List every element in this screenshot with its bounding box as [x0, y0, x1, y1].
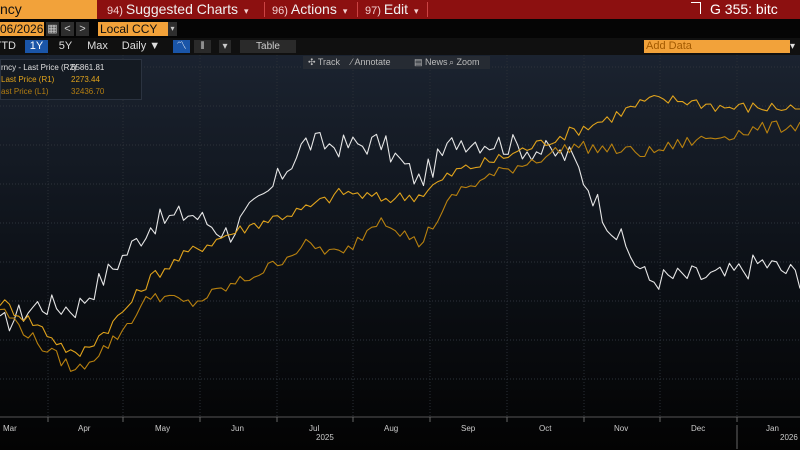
range-ytd-button[interactable]: YTD: [0, 40, 18, 53]
chevron-down-icon: ▾: [170, 24, 175, 33]
news-button[interactable]: ▤ News: [414, 56, 448, 69]
prev-period-button[interactable]: <: [61, 22, 74, 36]
series-line: [0, 132, 800, 332]
menu-divider: [264, 2, 265, 17]
x-tick-label: Oct: [539, 424, 552, 433]
zoom-button[interactable]: ⌕ Zoom: [449, 56, 480, 69]
suggested-charts-label: Suggested Charts: [125, 1, 238, 17]
track-button[interactable]: ✣ Track: [308, 56, 340, 69]
range-1y-button[interactable]: 1Y: [25, 40, 48, 53]
chart-legend[interactable]: rncy - Last Price (R2) 65861.81 Last Pri…: [0, 59, 142, 100]
table-label: Table: [256, 41, 280, 52]
chart-tools-bar: ✣ Track ⁄ Annotate ▤ News ⌕ Zoom: [303, 56, 490, 69]
frequency-select[interactable]: Daily ▼: [117, 40, 165, 53]
chevron-down-icon: ▾: [243, 6, 249, 16]
candlestick-icon: ⫴: [200, 41, 205, 52]
x-tick-label: Aug: [384, 424, 399, 433]
legend-series-name: Last Price (R1): [1, 75, 55, 84]
window-title: G 355: bitc: [690, 0, 800, 19]
annotate-label: ⁄ Annotate: [351, 57, 391, 67]
x-tick-label: Jan: [766, 424, 779, 433]
series-line: [0, 120, 800, 372]
chevron-down-icon: ▾: [414, 6, 419, 16]
legend-row: Last Price (R1) 2273.44: [1, 74, 141, 86]
annotate-button[interactable]: ⁄ Annotate: [351, 56, 391, 69]
date-toolbar: [0, 19, 800, 38]
menu-bar: ncy 94) Suggested Charts ▾ 96) Actions ▾ 97)…: [0, 0, 800, 19]
legend-series-value: 32436.70: [71, 87, 105, 96]
chevron-left-icon: <: [64, 23, 71, 35]
legend-series-value: 65861.81: [71, 63, 105, 72]
calendar-icon[interactable]: ▦: [46, 22, 59, 36]
currency-text: Local CCY: [100, 22, 158, 36]
x-year-label: 2026: [780, 433, 798, 442]
x-tick-label: May: [155, 424, 171, 433]
end-date-text: 06/2026: [0, 22, 44, 36]
chart-plot[interactable]: [0, 55, 800, 450]
legend-series-name: ast Price (L1): [1, 87, 49, 96]
line-chart-button[interactable]: 〽: [173, 40, 190, 53]
chevron-down-icon: ▾: [222, 41, 228, 52]
actions-menu[interactable]: 96) Actions ▾: [272, 0, 347, 19]
chevron-down-icon: ▾: [790, 41, 796, 52]
end-date-field[interactable]: 06/2026: [0, 22, 44, 36]
table-button[interactable]: Table: [240, 40, 296, 53]
x-tick-label: Sep: [461, 424, 476, 433]
chart-type-dropdown[interactable]: ▾: [219, 40, 231, 53]
menu-divider: [427, 2, 428, 17]
chevron-right-icon: >: [79, 23, 86, 35]
zoom-label: ⌕ Zoom: [449, 57, 480, 67]
menu-divider: [357, 2, 358, 17]
line-chart-icon: 〽: [176, 41, 187, 52]
suggested-charts-menu[interactable]: 94) Suggested Charts ▾: [107, 0, 249, 19]
price-chart[interactable]: [0, 55, 800, 450]
next-period-button[interactable]: >: [76, 22, 89, 36]
candlestick-button[interactable]: ⫴: [194, 40, 211, 53]
actions-number: 96): [272, 5, 288, 17]
legend-series-name: rncy - Last Price (R2): [1, 63, 77, 72]
range-max-button[interactable]: Max: [84, 40, 111, 53]
x-tick-label: Jun: [231, 424, 244, 433]
frequency-label: Daily ▼: [121, 40, 161, 52]
x-tick-label: Nov: [614, 424, 629, 433]
window-icon: [691, 2, 701, 14]
currency-dropdown-button[interactable]: ▾: [168, 22, 177, 36]
x-tick-label: Dec: [691, 424, 706, 433]
range-1y-label: 1Y: [29, 40, 44, 52]
edit-label: Edit: [383, 1, 409, 17]
x-tick-label: Apr: [78, 424, 91, 433]
track-label: ✣ Track: [308, 57, 341, 67]
series-line: [0, 94, 800, 357]
x-year-label: 2025: [316, 433, 334, 442]
legend-series-value: 2273.44: [71, 75, 100, 84]
news-label: ▤ News: [414, 57, 448, 67]
x-tick-label: Jul: [309, 424, 320, 433]
add-data-input[interactable]: Add Data: [644, 40, 790, 53]
add-data-placeholder: Add Data: [646, 40, 692, 52]
range-ytd-label: YTD: [0, 40, 16, 52]
security-name-text: ncy: [0, 1, 22, 17]
legend-row: rncy - Last Price (R2) 65861.81: [1, 62, 141, 74]
legend-row: ast Price (L1) 32436.70: [1, 86, 141, 98]
edit-menu[interactable]: 97) Edit ▾: [365, 0, 419, 19]
currency-select[interactable]: Local CCY: [98, 22, 168, 36]
security-name-field[interactable]: ncy: [0, 0, 97, 19]
range-5y-button[interactable]: 5Y: [54, 40, 77, 53]
range-max-label: Max: [87, 40, 108, 52]
add-data-dropdown[interactable]: ▾: [790, 40, 800, 53]
range-5y-label: 5Y: [58, 40, 73, 52]
window-title-text: G 355: bitc: [710, 1, 778, 17]
suggested-charts-number: 94): [107, 5, 123, 17]
chevron-down-icon: ▾: [342, 6, 348, 16]
actions-label: Actions: [290, 1, 337, 17]
edit-number: 97): [365, 5, 381, 17]
x-tick-label: Mar: [3, 424, 17, 433]
